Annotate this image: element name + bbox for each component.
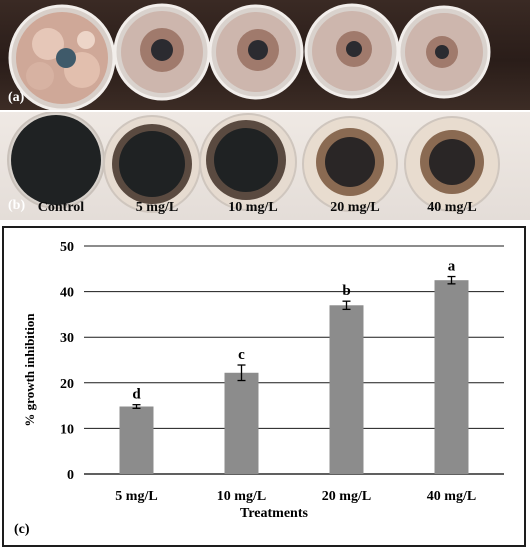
y-tick-label: 0 [67,468,74,483]
chart-panel-c: 0 10 20 30 40 50 d 5 mg/L c 10 mg/L b 20 mg/L a 40 mg… [2,226,526,547]
significance-letter-2: b [342,283,350,299]
y-tick-label: 40 [60,286,74,301]
dose-label-40: 40 mg/L [427,200,477,215]
dish-b-5 [103,115,201,213]
significance-letter-0: d [132,387,141,403]
photo-panel-b [0,112,530,220]
x-tick-label-2: 20 mg/L [322,489,371,504]
photo-panel-a [0,0,530,110]
dish-b-40 [404,116,500,212]
dose-label-5: 5 mg/L [135,200,179,215]
dish-b-control [7,112,105,209]
bar-0 [119,406,154,474]
y-tick-label: 10 [60,422,74,437]
bar-3 [434,280,469,474]
dish-a-40 [397,5,491,99]
panel-label-c: (c) [14,522,30,537]
petri-dishes-b [7,112,500,213]
dose-label-10: 10 mg/L [228,200,278,215]
significance-letter-1: c [238,347,245,363]
significance-letter-3: a [448,259,456,275]
bar-1 [224,372,259,474]
y-axis-title: % growth inhibition [22,313,37,427]
dish-b-10 [199,113,297,211]
panel-label-a: (a) [8,90,25,105]
bar-2 [329,305,364,474]
dose-label-20: 20 mg/L [330,200,380,215]
dish-a-20 [304,3,400,99]
x-tick-label-0: 5 mg/L [115,489,157,504]
y-tick-label: 50 [60,240,74,255]
dose-label-control: Control [37,200,85,215]
x-tick-label-3: 40 mg/L [427,489,476,504]
y-tick-label: 30 [60,331,74,346]
dish-a-10 [208,4,304,100]
dish-a-5 [113,3,211,101]
dish-b-20 [302,116,398,212]
panel-label-b: (b) [8,198,26,213]
x-axis-title: Treatments [240,506,308,521]
petri-dishes-a [8,3,491,110]
x-tick-label-1: 10 mg/L [217,489,266,504]
bar-chart: 0 10 20 30 40 50 d 5 mg/L c 10 mg/L b 20 mg/L a 40 mg… [22,240,504,521]
dish-a-control [8,4,116,110]
y-tick-label: 20 [60,377,74,392]
